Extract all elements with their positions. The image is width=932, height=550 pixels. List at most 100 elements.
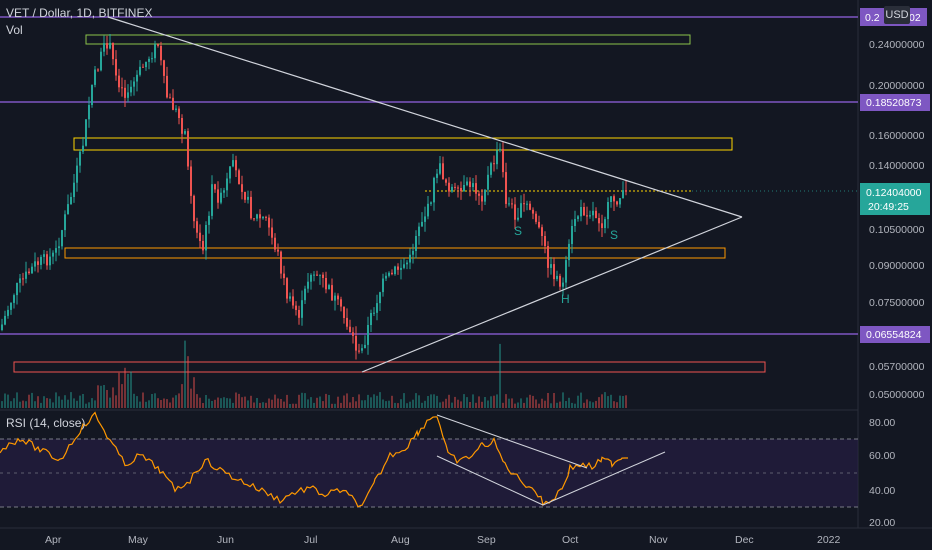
price-axis[interactable]: 0.24000000 0.20000000 0.16000000 0.14000… (869, 39, 925, 401)
candle-body (226, 178, 228, 191)
candle-body (19, 278, 21, 283)
volume-bar (535, 399, 537, 408)
candlesticks[interactable] (1, 34, 627, 360)
rsi-tick: 80.00 (869, 417, 895, 429)
zone-orange[interactable] (64, 247, 726, 259)
volume-bar (364, 400, 366, 408)
candle-body (346, 317, 348, 327)
candle-body (244, 191, 246, 200)
candle-body (133, 81, 135, 87)
time-axis[interactable]: Apr May Jun Jul Aug Sep Oct Nov Dec 2022 (45, 534, 841, 546)
volume-bar (472, 394, 474, 408)
candle-body (589, 215, 591, 217)
candle-body (94, 69, 96, 85)
candle-body (49, 256, 51, 266)
candle-body (478, 193, 480, 196)
volume-bar (538, 403, 540, 408)
candle-body (514, 204, 516, 220)
candle-body (352, 332, 354, 336)
triangle-upper-trendline[interactable] (107, 16, 743, 218)
candle-body (316, 274, 318, 276)
price-badge-resistance (860, 94, 930, 111)
volume-bar (361, 400, 363, 408)
volume-label[interactable]: Vol (6, 23, 23, 37)
volume-bar (454, 396, 456, 408)
volume-bar (613, 401, 615, 408)
volume-bar (193, 377, 195, 408)
candle-body (616, 201, 618, 205)
rsi-label[interactable]: RSI (14, close) (6, 416, 86, 430)
time-label: Sep (477, 534, 496, 546)
candle-body (511, 203, 513, 205)
candle-body (301, 300, 303, 318)
zone-green[interactable] (85, 34, 691, 45)
rsi-channel-lower[interactable] (436, 455, 544, 506)
candle-body (97, 69, 99, 71)
volume-bar (154, 393, 156, 408)
candle-body (37, 261, 39, 265)
volume-bar (241, 397, 243, 408)
volume-bar (271, 399, 273, 408)
volume-bar (145, 401, 147, 408)
candle-body (139, 66, 141, 75)
candle-body (157, 44, 159, 46)
rsi-breakout-trendline[interactable] (542, 451, 666, 506)
candle-body (622, 190, 624, 199)
volume-bar (517, 402, 519, 408)
candle-body (493, 163, 495, 165)
candle-body (115, 59, 117, 76)
candle-body (610, 196, 612, 202)
candle-body (364, 344, 366, 349)
symbol-title[interactable]: VET / Dollar, 1D, BITFINEX (6, 6, 153, 20)
candle-body (160, 46, 162, 61)
volume-bar (322, 401, 324, 408)
volume-bar (163, 398, 165, 408)
pattern-label-head: H (561, 292, 570, 306)
volume-bar (496, 394, 498, 408)
volume-bar (277, 398, 279, 408)
candle-body (277, 249, 279, 252)
candle-body (247, 196, 249, 200)
volume-bar (100, 385, 102, 408)
volume-bar (541, 398, 543, 408)
volume-bar (334, 403, 336, 408)
volume-bar (346, 393, 348, 408)
rsi-axis[interactable]: 80.00 60.00 40.00 20.00 (869, 417, 895, 529)
zone-yellow[interactable] (73, 137, 733, 151)
triangle-lower-trendline[interactable] (361, 216, 743, 373)
rsi-channel-upper[interactable] (436, 414, 588, 469)
volume-bar (583, 402, 585, 408)
candle-body (325, 278, 327, 290)
volume-bar (256, 398, 258, 408)
candle-body (598, 218, 600, 224)
candle-body (619, 198, 621, 205)
candle-body (454, 186, 456, 188)
volume-bar (142, 392, 144, 408)
volume-bar (103, 385, 105, 408)
volume-bar (184, 340, 186, 408)
volume-bar (295, 403, 297, 408)
candle-body (307, 281, 309, 289)
candle-body (79, 151, 81, 166)
volume-bar (118, 372, 120, 408)
volume-bar (550, 403, 552, 408)
currency-button[interactable]: USD (884, 6, 910, 24)
volume-bar (52, 402, 54, 408)
volume-bar (229, 398, 231, 408)
candle-body (370, 313, 372, 325)
candle-body (232, 160, 234, 167)
candle-body (166, 75, 168, 98)
candle-body (532, 209, 534, 214)
candle-body (28, 271, 30, 274)
candle-body (337, 295, 339, 300)
price-tick: 0.14000000 (869, 160, 925, 172)
volume-bar (97, 385, 99, 408)
candle-body (385, 275, 387, 279)
volume-bar (40, 402, 42, 408)
candle-body (262, 216, 264, 219)
zone-red[interactable] (13, 361, 766, 373)
candle-body (175, 108, 177, 110)
rsi-tick: 60.00 (869, 450, 895, 462)
candle-body (361, 348, 363, 351)
